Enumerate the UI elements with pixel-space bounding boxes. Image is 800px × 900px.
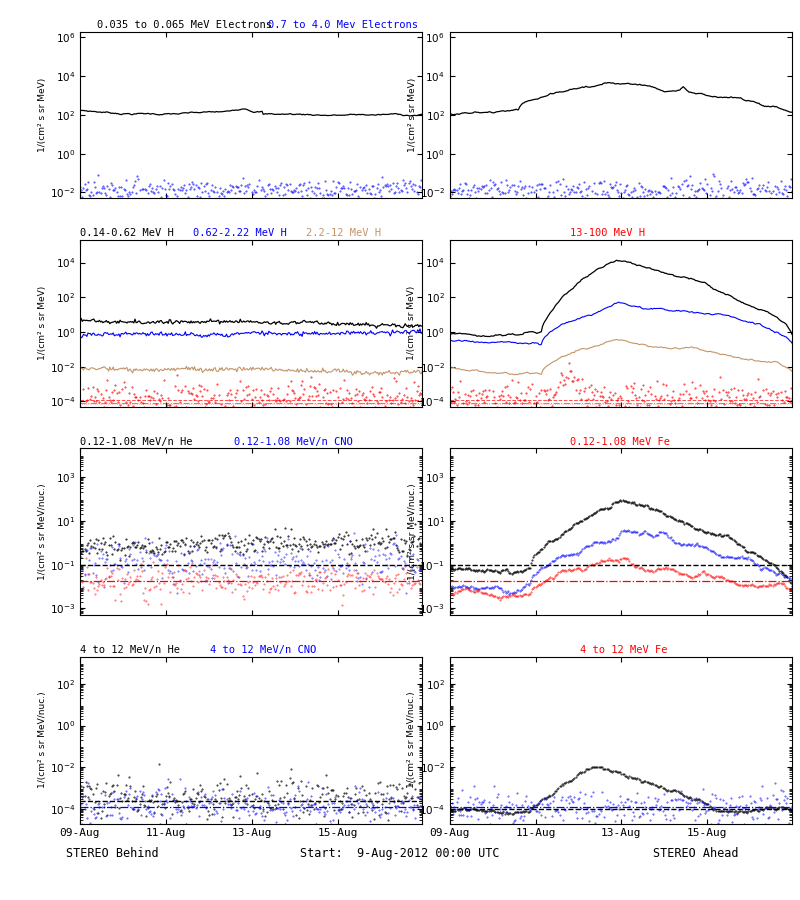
Text: 0.14-0.62 MeV H: 0.14-0.62 MeV H xyxy=(80,229,174,238)
Text: 4 to 12 MeV/n He: 4 to 12 MeV/n He xyxy=(80,645,180,655)
Text: 0.7 to 4.0 Mev Electrons: 0.7 to 4.0 Mev Electrons xyxy=(268,20,418,30)
Y-axis label: 1/(cm² s sr MeV): 1/(cm² s sr MeV) xyxy=(407,286,417,360)
Y-axis label: 1/(cm² s sr MeV/nuc.): 1/(cm² s sr MeV/nuc.) xyxy=(38,692,46,788)
Text: 0.12-1.08 MeV/n CNO: 0.12-1.08 MeV/n CNO xyxy=(234,436,353,446)
Text: Start:  9-Aug-2012 00:00 UTC: Start: 9-Aug-2012 00:00 UTC xyxy=(300,847,500,860)
Text: 4 to 12 MeV Fe: 4 to 12 MeV Fe xyxy=(580,645,667,655)
Text: 0.62-2.22 MeV H: 0.62-2.22 MeV H xyxy=(193,229,286,238)
Text: 13-100 MeV H: 13-100 MeV H xyxy=(570,229,645,238)
Y-axis label: 1/(cm² s sr MeV/nuc.): 1/(cm² s sr MeV/nuc.) xyxy=(407,692,417,788)
Text: 4 to 12 MeV/n CNO: 4 to 12 MeV/n CNO xyxy=(210,645,316,655)
Text: 2.2-12 MeV H: 2.2-12 MeV H xyxy=(306,229,381,238)
Text: 0.035 to 0.065 MeV Electrons: 0.035 to 0.065 MeV Electrons xyxy=(97,20,272,30)
Y-axis label: 1/(cm² s sr MeV): 1/(cm² s sr MeV) xyxy=(408,77,417,152)
Y-axis label: 1/(cm² s sr MeV/nuc.): 1/(cm² s sr MeV/nuc.) xyxy=(407,483,417,580)
Y-axis label: 1/(cm² s sr MeV): 1/(cm² s sr MeV) xyxy=(38,286,46,360)
Y-axis label: 1/(cm² s sr MeV/nuc.): 1/(cm² s sr MeV/nuc.) xyxy=(38,483,47,580)
Text: 0.12-1.08 MeV Fe: 0.12-1.08 MeV Fe xyxy=(570,436,670,446)
Text: STEREO Behind: STEREO Behind xyxy=(66,847,158,860)
Text: STEREO Ahead: STEREO Ahead xyxy=(654,847,738,860)
Text: 0.12-1.08 MeV/n He: 0.12-1.08 MeV/n He xyxy=(80,436,193,446)
Y-axis label: 1/(cm² s sr MeV): 1/(cm² s sr MeV) xyxy=(38,77,47,152)
